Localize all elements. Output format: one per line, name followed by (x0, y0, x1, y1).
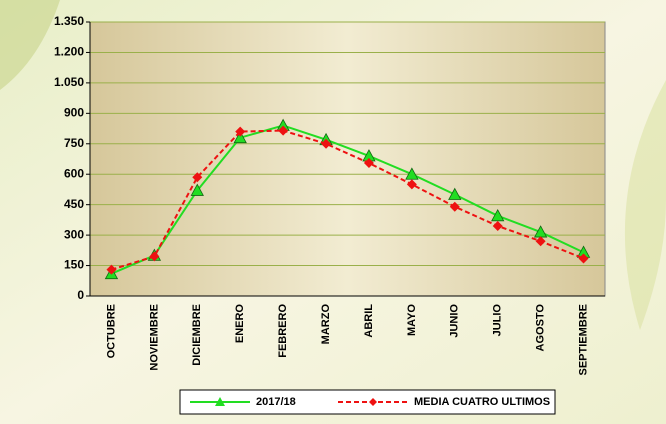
point (278, 125, 289, 136)
y-tick-label: 450 (64, 197, 84, 211)
point (235, 126, 246, 137)
x-tick-label: OCTUBRE (105, 304, 117, 358)
x-tick-label: SEPTIEMBRE (577, 304, 589, 376)
y-tick-label: 750 (64, 136, 84, 150)
plot-area (89, 21, 606, 297)
y-tick-label: 0 (77, 288, 84, 302)
legend-label: 2017/18 (256, 396, 296, 408)
point (149, 251, 160, 262)
x-tick-label: ABRIL (363, 304, 375, 338)
x-tick-label: MARZO (320, 304, 332, 345)
legend-marker (369, 398, 377, 406)
y-tick-label: 300 (64, 227, 84, 241)
point (578, 253, 589, 264)
leaf-decoration (0, 0, 60, 90)
y-tick-label: 1.350 (54, 14, 84, 28)
point (491, 208, 505, 222)
point (492, 220, 503, 231)
point (321, 138, 332, 149)
point (406, 179, 417, 190)
x-tick-label: JULIO (492, 304, 504, 337)
series-line (111, 129, 584, 271)
x-tick-label: ENERO (234, 304, 246, 344)
point (190, 183, 204, 196)
x-tick-label: JUNIO (449, 304, 461, 338)
point (106, 264, 117, 275)
point (448, 187, 462, 200)
point (449, 201, 460, 212)
point (535, 236, 546, 247)
series-line (111, 124, 584, 275)
y-tick-label: 1.200 (54, 45, 84, 59)
point (405, 167, 419, 180)
point (233, 130, 247, 144)
y-tick-label: 900 (64, 106, 84, 120)
legend-marker (215, 397, 225, 406)
x-tick-label: MAYO (406, 304, 418, 336)
point (192, 172, 203, 183)
x-tick-label: AGOSTO (535, 304, 547, 352)
y-tick-label: 600 (64, 166, 84, 180)
x-tick-label: NOVIEMBRE (148, 304, 160, 371)
leaf-decoration (624, 80, 666, 330)
y-tick-label: 1.050 (54, 75, 84, 89)
x-tick-label: DICIEMBRE (191, 304, 203, 366)
point (363, 158, 374, 169)
x-tick-label: FEBRERO (277, 304, 289, 358)
y-tick-label: 150 (64, 258, 84, 272)
legend-label: MEDIA CUATRO ULTIMOS (414, 396, 550, 408)
